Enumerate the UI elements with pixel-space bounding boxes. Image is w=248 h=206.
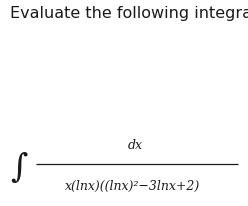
Text: Evaluate the following integrals: Evaluate the following integrals [10,6,248,21]
Text: x(lnx)((lnx)²−3lnx+2): x(lnx)((lnx)²−3lnx+2) [65,180,200,193]
Text: ∫: ∫ [10,152,27,184]
Text: dx: dx [128,139,143,152]
